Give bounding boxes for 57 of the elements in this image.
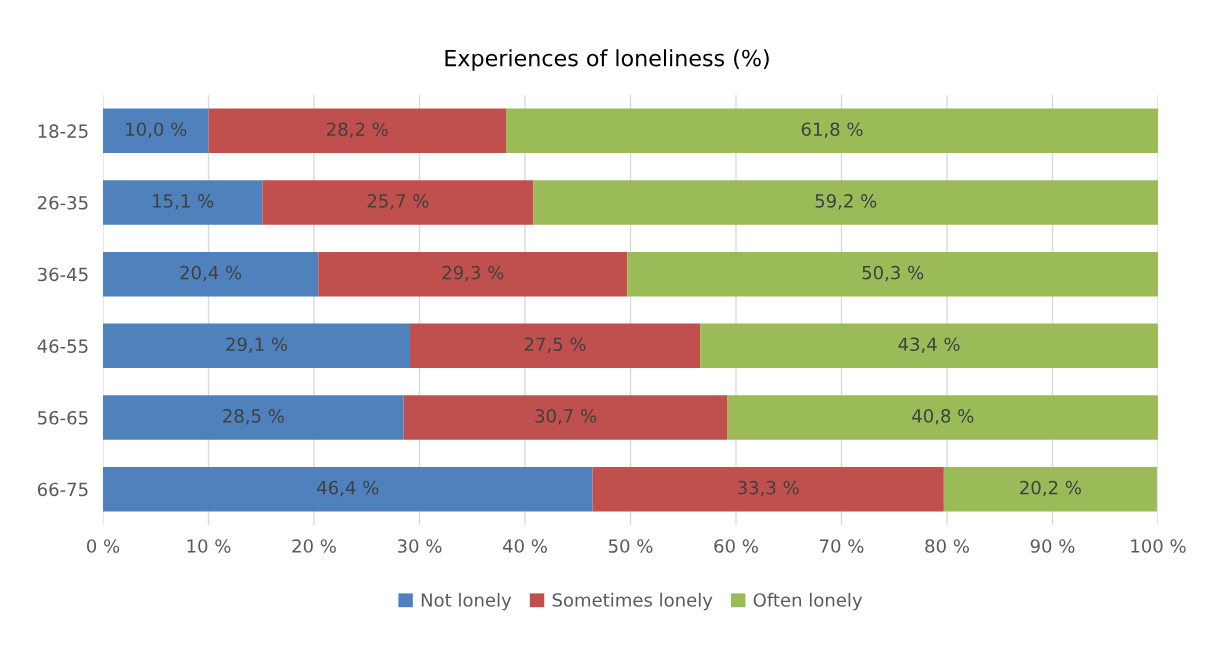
x-tick-label: 0 %	[87, 539, 120, 553]
data-label: 28,5 %	[223, 409, 284, 425]
x-tick-label: 90 %	[1030, 539, 1075, 553]
x-tick-label: 50 %	[608, 539, 653, 553]
data-label: 46,4 %	[317, 480, 379, 497]
y-tick-label: 26-35	[37, 195, 88, 210]
data-label: 10,0 %	[126, 122, 187, 138]
data-label: 20,4 %	[180, 265, 242, 282]
bar	[533, 180, 1158, 225]
x-tick-label: 60 %	[714, 539, 758, 553]
y-tick-label: 56-65	[38, 410, 88, 425]
bar	[103, 108, 209, 154]
data-label: 50,3 %	[862, 265, 924, 282]
y-tick-label: 66-75	[37, 482, 88, 497]
bar	[208, 108, 507, 154]
legend-label: Sometimes lonely	[552, 592, 713, 611]
bar	[592, 466, 944, 512]
bar	[103, 466, 593, 512]
bar	[403, 395, 728, 440]
data-label: 29,3 %	[442, 265, 504, 282]
bar	[700, 323, 1158, 369]
x-tick-label: 10 %	[187, 539, 231, 553]
data-label: 28,2 %	[327, 122, 388, 138]
data-label: 40,8 %	[912, 409, 974, 425]
y-tick-label: 36-45	[38, 267, 88, 282]
legend-label: Often lonely	[753, 592, 863, 611]
bar	[410, 323, 701, 369]
data-label: 59,2 %	[815, 194, 877, 210]
data-label: 25,7 %	[367, 194, 429, 210]
bar	[318, 251, 628, 297]
y-tick-label: 46-55	[37, 339, 88, 353]
x-tick-label: 70 %	[820, 539, 864, 553]
bar	[727, 395, 1158, 440]
bar	[103, 180, 263, 225]
data-label: 61,8 %	[801, 122, 863, 138]
bar	[627, 251, 1158, 297]
x-tick-label: 100 %	[1131, 539, 1186, 553]
data-label: 15,1 %	[153, 194, 214, 210]
data-label: 33,3 %	[738, 480, 799, 497]
bar	[943, 466, 1157, 512]
data-label: 20,2 %	[1020, 480, 1081, 497]
legend-label: Not lonely	[421, 592, 512, 611]
bar	[103, 251, 319, 297]
data-label: 43,4 %	[898, 337, 960, 353]
bar	[506, 108, 1158, 154]
chart-title: Experiences of loneliness (%)	[445, 49, 769, 71]
data-label: 30,7 %	[535, 409, 597, 425]
data-label: 29,1 %	[226, 337, 288, 353]
x-tick-label: 40 %	[502, 539, 547, 553]
x-tick-label: 80 %	[925, 539, 969, 553]
x-tick-label: 20 %	[292, 539, 336, 553]
y-tick-label: 18-25	[38, 124, 88, 138]
bar	[262, 180, 534, 225]
bar	[103, 323, 410, 369]
bar	[103, 395, 404, 440]
data-label: 27,5 %	[524, 337, 586, 353]
x-tick-label: 30 %	[397, 539, 442, 553]
